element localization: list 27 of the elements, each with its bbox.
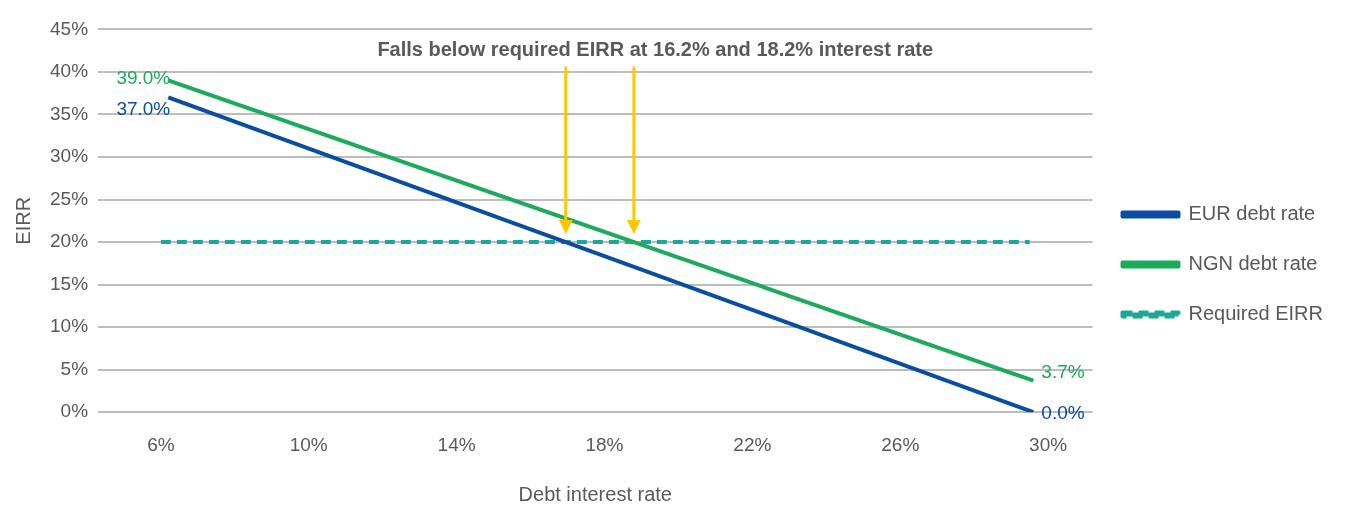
x-tick-label: 14%: [437, 433, 476, 455]
data-label: 37.0%: [116, 97, 171, 119]
y-tick-label: 25%: [50, 187, 89, 209]
annotation: Falls below required EIRR at 16.2% and 18.2% interest rate: [377, 38, 934, 61]
x-tick-label: 22%: [733, 433, 772, 455]
y-axis-title: EIRR: [11, 196, 34, 245]
y-tick-label: 5%: [60, 357, 89, 379]
x-tick-label: 30%: [1029, 433, 1068, 455]
x-tick-label: 6%: [147, 433, 175, 455]
y-tick-label: 40%: [50, 60, 89, 82]
legend-label: NGN debt rate: [1188, 252, 1318, 275]
x-axis-title: Debt interest rate: [518, 482, 672, 505]
data-label: 3.7%: [1041, 360, 1085, 382]
y-tick-label: 35%: [50, 102, 89, 124]
legend-label: EUR debt rate: [1188, 202, 1316, 225]
x-tick-label: 18%: [585, 433, 624, 455]
y-tick-label: 20%: [50, 230, 89, 252]
y-tick-label: 15%: [50, 272, 89, 294]
data-label: 39.0%: [116, 66, 171, 88]
x-tick-label: 10%: [289, 433, 328, 455]
y-tick-label: 30%: [50, 145, 89, 167]
y-tick-label: 0%: [60, 400, 89, 422]
legend-label: Required EIRR: [1188, 302, 1324, 325]
y-tick-label: 10%: [50, 315, 89, 337]
y-tick-label: 45%: [50, 17, 89, 39]
data-label: 0.0%: [1041, 402, 1085, 424]
x-tick-label: 26%: [881, 433, 920, 455]
